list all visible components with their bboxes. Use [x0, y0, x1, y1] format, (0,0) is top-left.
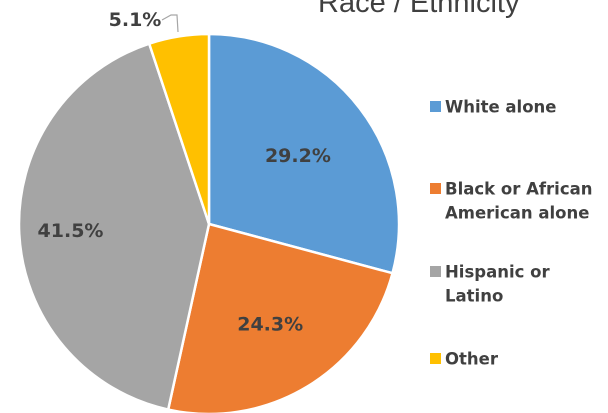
legend-swatch: [430, 353, 441, 364]
pie-data-labels: 29.2% 24.3% 41.5% 5.1%: [38, 9, 331, 336]
pie-slice-black-or-african-american-alone: [166, 222, 394, 413]
legend-label: American alone: [445, 204, 589, 223]
legend-item-black-or-african-american-alone: Black or African American alone: [430, 180, 593, 223]
legend-label: Latino: [445, 287, 503, 306]
pie-slice-hispanic-or-latino: [17, 42, 211, 411]
legend-swatch: [430, 266, 441, 277]
pie-slice-other: [147, 32, 211, 226]
legend-item-white-alone: White alone: [430, 98, 557, 117]
data-label-other: 5.1%: [109, 9, 162, 31]
legend: White alone Black or African American alon…: [430, 98, 593, 369]
legend-label: Other: [445, 350, 499, 369]
pie-slices: [17, 32, 401, 413]
legend-label: Hispanic or: [445, 263, 550, 282]
legend-label: White alone: [445, 98, 557, 117]
legend-item-other: Other: [430, 350, 499, 369]
chart-title: Race / Ethnicity: [318, 0, 520, 19]
data-label-white-alone: 29.2%: [265, 145, 331, 167]
data-label-hispanic-or-latino: 41.5%: [38, 220, 104, 242]
legend-label: Black or African: [445, 180, 593, 199]
legend-item-hispanic-or-latino: Hispanic or Latino: [430, 263, 550, 306]
legend-swatch: [430, 101, 441, 112]
leader-line-other: [161, 14, 179, 33]
legend-swatch: [430, 183, 441, 194]
data-label-black-or-african-american-alone: 24.3%: [237, 314, 303, 336]
pie-slice-white-alone: [207, 32, 401, 275]
